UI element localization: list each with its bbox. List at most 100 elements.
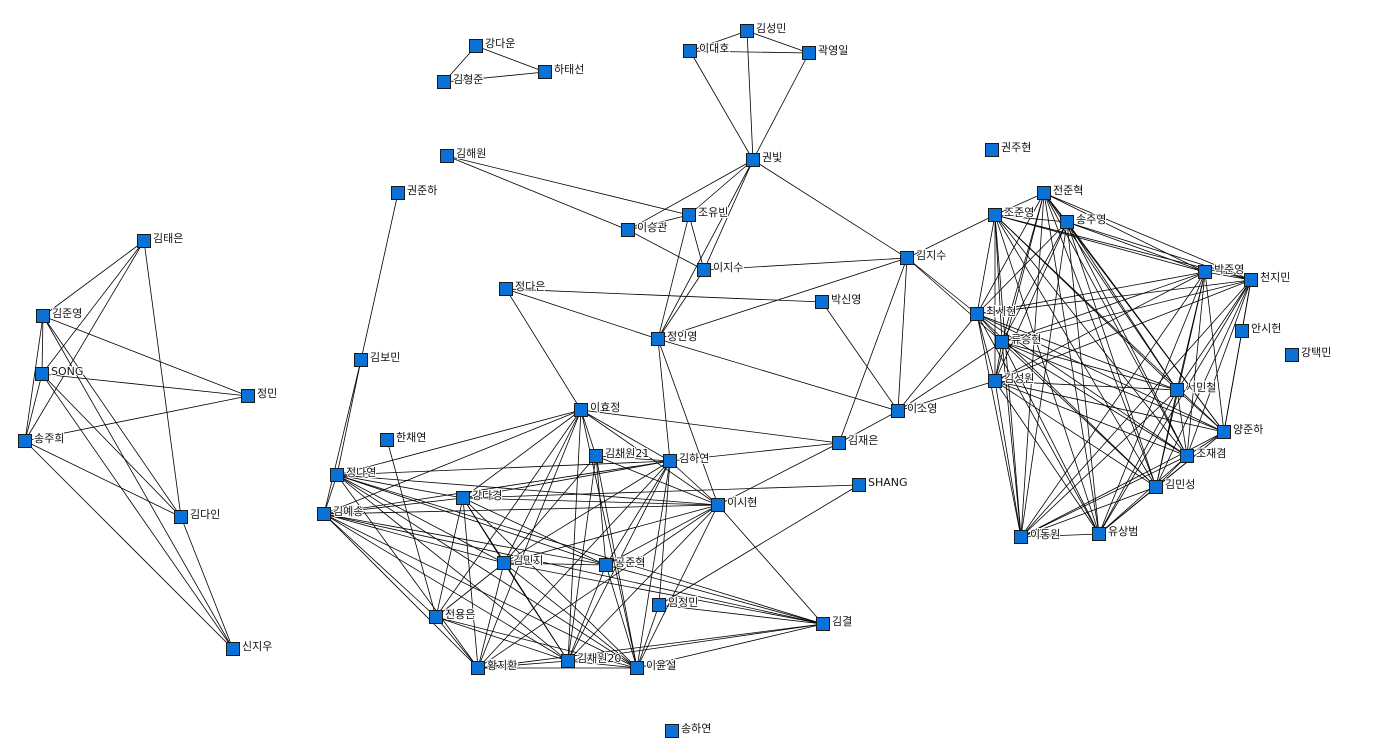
node[interactable]: 류승현: [995, 332, 1042, 349]
node-marker[interactable]: [652, 598, 666, 612]
node[interactable]: 한채연: [380, 430, 427, 447]
node[interactable]: 김준영: [36, 306, 83, 323]
node-marker[interactable]: [226, 642, 240, 656]
node-marker[interactable]: [538, 65, 552, 79]
node-marker[interactable]: [1235, 324, 1249, 338]
node-marker[interactable]: [241, 389, 255, 403]
node-marker[interactable]: [682, 208, 696, 222]
node[interactable]: 조준영: [988, 205, 1035, 222]
node[interactable]: SHANG: [852, 475, 909, 492]
node-marker[interactable]: [561, 654, 575, 668]
node[interactable]: 신지우: [226, 639, 273, 656]
node[interactable]: 김예송: [317, 504, 364, 521]
node-marker[interactable]: [391, 186, 405, 200]
node[interactable]: 최시현: [970, 304, 1017, 321]
node-marker[interactable]: [630, 661, 644, 675]
node-marker[interactable]: [174, 510, 188, 524]
node-marker[interactable]: [665, 724, 679, 738]
node-marker[interactable]: [589, 449, 603, 463]
node-marker[interactable]: [1037, 186, 1051, 200]
node[interactable]: 송하연: [665, 720, 712, 738]
node[interactable]: 정민: [241, 386, 278, 403]
node[interactable]: 임정민: [652, 595, 699, 612]
node-marker[interactable]: [137, 234, 151, 248]
node[interactable]: 강다운: [469, 36, 516, 53]
node-marker[interactable]: [683, 44, 697, 58]
node-marker[interactable]: [1170, 383, 1184, 397]
node[interactable]: 천지민: [1244, 269, 1291, 287]
node-marker[interactable]: [740, 24, 754, 38]
node[interactable]: SONG: [35, 364, 84, 381]
node-marker[interactable]: [697, 263, 711, 277]
node-marker[interactable]: [440, 149, 454, 163]
node[interactable]: 권주현: [985, 140, 1032, 157]
node-marker[interactable]: [1092, 527, 1106, 541]
node[interactable]: 김채원20: [561, 651, 622, 668]
node-marker[interactable]: [1149, 480, 1163, 494]
node[interactable]: 김태은: [137, 231, 184, 248]
node[interactable]: 김하연: [663, 450, 710, 468]
node[interactable]: 이승관: [621, 220, 668, 237]
node[interactable]: 송주희: [18, 431, 65, 448]
node-marker[interactable]: [970, 307, 984, 321]
node-marker[interactable]: [988, 208, 1002, 222]
node[interactable]: 서민철: [1170, 380, 1217, 397]
node-marker[interactable]: [1244, 273, 1258, 287]
node[interactable]: 이윤설: [630, 658, 677, 675]
node-marker[interactable]: [816, 617, 830, 631]
node[interactable]: 이지수: [697, 260, 744, 277]
node-marker[interactable]: [891, 404, 905, 418]
node[interactable]: 박준영: [1198, 262, 1245, 279]
node[interactable]: 전용은: [429, 607, 476, 624]
node-marker[interactable]: [36, 309, 50, 323]
node[interactable]: 김해원: [440, 145, 487, 163]
node-marker[interactable]: [988, 374, 1002, 388]
node-marker[interactable]: [1198, 265, 1212, 279]
node[interactable]: 김재은: [832, 433, 879, 450]
node[interactable]: 김채원21: [589, 446, 650, 463]
node[interactable]: 김결: [816, 614, 853, 631]
node[interactable]: 조유빈: [682, 205, 729, 222]
node[interactable]: 강택민: [1285, 345, 1332, 362]
node[interactable]: 공준혁: [599, 555, 646, 572]
node[interactable]: 김보민: [354, 350, 401, 367]
node-marker[interactable]: [1060, 215, 1074, 229]
node-marker[interactable]: [497, 556, 511, 570]
node[interactable]: 김성민: [740, 21, 787, 38]
node-marker[interactable]: [746, 153, 760, 167]
node[interactable]: 유상범: [1092, 524, 1139, 541]
node-marker[interactable]: [663, 454, 677, 468]
node-marker[interactable]: [499, 282, 513, 296]
node[interactable]: 이시현: [711, 495, 758, 512]
node-marker[interactable]: [354, 353, 368, 367]
node[interactable]: 김지수: [900, 248, 947, 265]
node-marker[interactable]: [35, 367, 49, 381]
node[interactable]: 김성원: [988, 371, 1035, 388]
node[interactable]: 이동원: [1014, 527, 1061, 544]
node-marker[interactable]: [815, 295, 829, 309]
node-marker[interactable]: [900, 251, 914, 265]
node-marker[interactable]: [1014, 530, 1028, 544]
node[interactable]: 김형준: [437, 72, 484, 89]
node-marker[interactable]: [469, 39, 483, 53]
node-marker[interactable]: [574, 403, 588, 417]
node[interactable]: 조재겸: [1180, 446, 1227, 463]
node[interactable]: 김민성: [1149, 477, 1196, 494]
node-marker[interactable]: [995, 335, 1009, 349]
node-marker[interactable]: [832, 436, 846, 450]
node[interactable]: 이대호: [683, 41, 730, 58]
node[interactable]: 전준혁: [1037, 183, 1084, 200]
node-marker[interactable]: [317, 507, 331, 521]
node[interactable]: 권준하: [391, 182, 438, 200]
node-marker[interactable]: [429, 610, 443, 624]
node-marker[interactable]: [330, 468, 344, 482]
node-marker[interactable]: [1180, 449, 1194, 463]
node[interactable]: 정나연: [330, 465, 377, 482]
node[interactable]: 정다은: [499, 279, 546, 296]
node-marker[interactable]: [1285, 348, 1299, 362]
node[interactable]: 정인영: [651, 329, 698, 346]
node-marker[interactable]: [711, 498, 725, 512]
node[interactable]: 이소영: [891, 401, 938, 418]
node-marker[interactable]: [985, 143, 999, 157]
node[interactable]: 이효정: [574, 400, 621, 417]
